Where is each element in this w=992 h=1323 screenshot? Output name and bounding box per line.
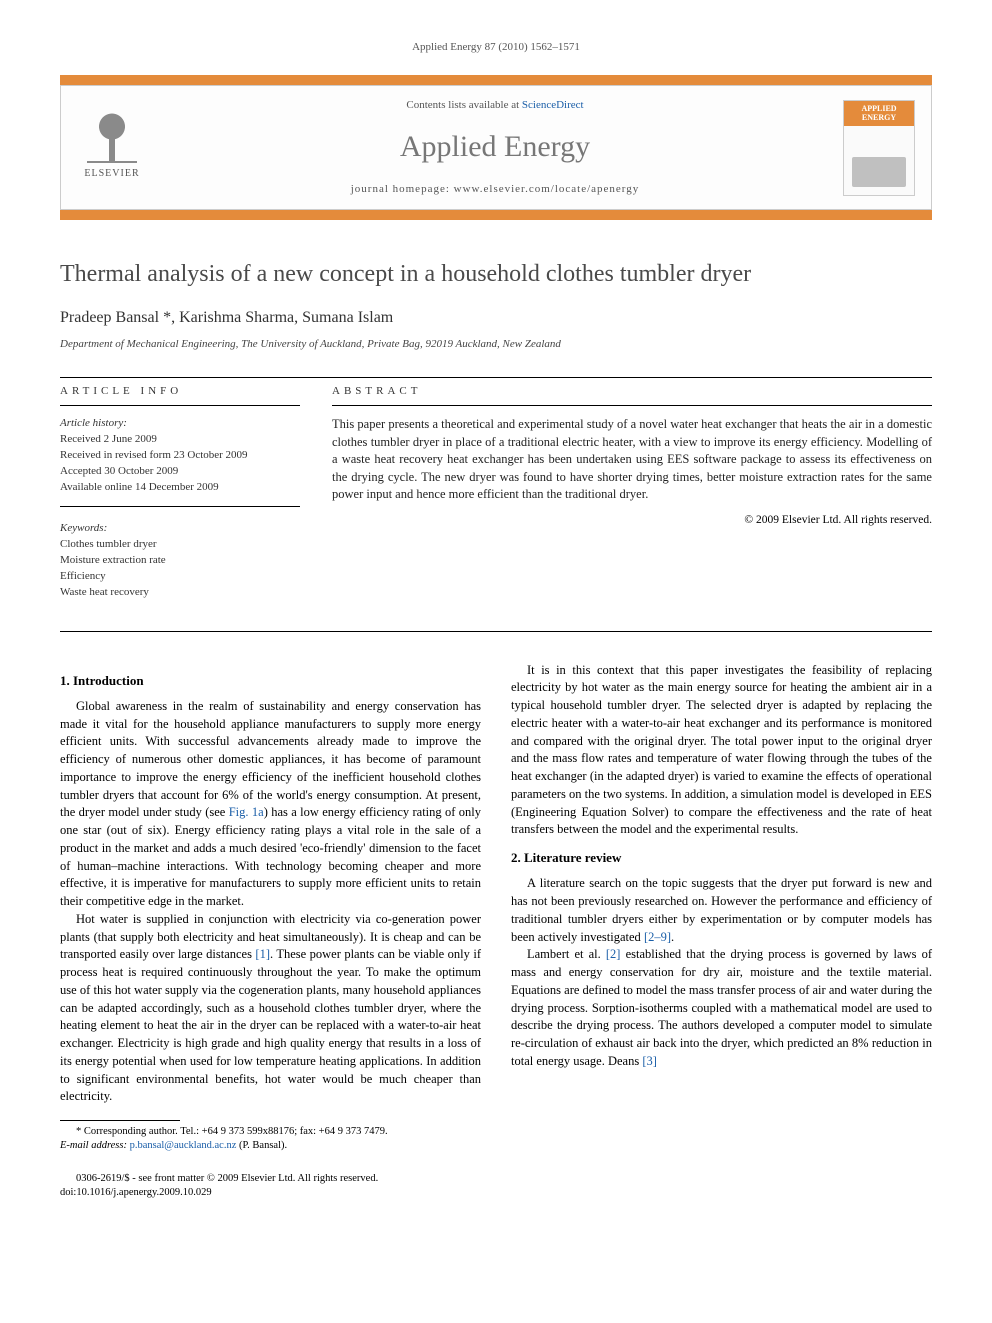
cover-label-1: APPLIED bbox=[861, 104, 896, 113]
keyword: Waste heat recovery bbox=[60, 586, 149, 598]
citation-link[interactable]: [3] bbox=[642, 1054, 657, 1068]
footnote-separator bbox=[60, 1120, 180, 1121]
journal-homepage: journal homepage: www.elsevier.com/locat… bbox=[167, 182, 823, 197]
article-history: Article history: Received 2 June 2009 Re… bbox=[60, 416, 300, 496]
cover-label-2: ENERGY bbox=[862, 113, 896, 122]
divider bbox=[60, 405, 300, 406]
text-run: Global awareness in the realm of sustain… bbox=[60, 699, 481, 820]
accent-bar-bottom bbox=[60, 210, 932, 220]
revised-date: Received in revised form 23 October 2009 bbox=[60, 449, 248, 461]
corresponding-author-footnote: * Corresponding author. Tel.: +64 9 373 … bbox=[60, 1125, 481, 1153]
abstract-column: ABSTRACT This paper presents a theoretic… bbox=[332, 384, 932, 601]
doi-text: doi:10.1016/j.apenergy.2009.10.029 bbox=[60, 1187, 212, 1198]
abstract-copyright: © 2009 Elsevier Ltd. All rights reserved… bbox=[332, 512, 932, 528]
citation-link[interactable]: [1] bbox=[255, 947, 270, 961]
text-run: A literature search on the topic suggest… bbox=[511, 876, 932, 943]
text-run: Lambert et al. bbox=[527, 947, 606, 961]
body-paragraph: A literature search on the topic suggest… bbox=[511, 875, 932, 946]
abstract-heading: ABSTRACT bbox=[332, 384, 932, 399]
abstract-text: This paper presents a theoretical and ex… bbox=[332, 416, 932, 504]
elsevier-logo: ELSEVIER bbox=[77, 108, 147, 188]
front-matter-line: 0306-2619/$ - see front matter © 2009 El… bbox=[60, 1172, 481, 1200]
journal-header: ELSEVIER Contents lists available at Sci… bbox=[60, 85, 932, 210]
journal-cover-thumb: APPLIED ENERGY bbox=[843, 100, 915, 196]
keywords-label: Keywords: bbox=[60, 522, 107, 534]
cover-label: APPLIED ENERGY bbox=[844, 101, 914, 127]
homepage-url: www.elsevier.com/locate/apenergy bbox=[454, 183, 640, 195]
keyword: Clothes tumbler dryer bbox=[60, 538, 157, 550]
citation-link[interactable]: [2] bbox=[606, 947, 621, 961]
keyword: Moisture extraction rate bbox=[60, 554, 166, 566]
accepted-date: Accepted 30 October 2009 bbox=[60, 465, 178, 477]
divider bbox=[60, 631, 932, 632]
article-title: Thermal analysis of a new concept in a h… bbox=[60, 260, 932, 289]
header-center: Contents lists available at ScienceDirec… bbox=[167, 98, 823, 197]
accent-bar-top bbox=[60, 75, 932, 85]
affiliation: Department of Mechanical Engineering, Th… bbox=[60, 337, 932, 352]
text-run: (P. Bansal). bbox=[236, 1140, 287, 1151]
section-heading-intro: 1. Introduction bbox=[60, 672, 481, 690]
running-head: Applied Energy 87 (2010) 1562–1571 bbox=[60, 40, 932, 55]
keywords-block: Keywords: Clothes tumbler dryer Moisture… bbox=[60, 521, 300, 601]
text-run: . bbox=[671, 930, 674, 944]
cover-image-icon bbox=[844, 126, 914, 194]
article-info-column: ARTICLE INFO Article history: Received 2… bbox=[60, 384, 300, 601]
footnote-text: * Corresponding author. Tel.: +64 9 373 … bbox=[76, 1126, 388, 1137]
divider bbox=[60, 506, 300, 507]
journal-name: Applied Energy bbox=[167, 126, 823, 168]
divider bbox=[60, 377, 932, 378]
contents-pre: Contents lists available at bbox=[406, 99, 521, 111]
sciencedirect-link[interactable]: ScienceDirect bbox=[522, 99, 584, 111]
received-date: Received 2 June 2009 bbox=[60, 433, 157, 445]
body-paragraph: It is in this context that this paper in… bbox=[511, 662, 932, 840]
citation-link[interactable]: [2–9] bbox=[644, 930, 671, 944]
author-list: Pradeep Bansal *, Karishma Sharma, Suman… bbox=[60, 307, 932, 329]
body-paragraph: Hot water is supplied in conjunction wit… bbox=[60, 911, 481, 1106]
text-run: ) has a low energy efficiency rating of … bbox=[60, 805, 481, 908]
elsevier-tree-icon bbox=[87, 108, 137, 163]
contents-available-line: Contents lists available at ScienceDirec… bbox=[167, 98, 823, 113]
info-abstract-row: ARTICLE INFO Article history: Received 2… bbox=[60, 384, 932, 601]
keyword: Efficiency bbox=[60, 570, 106, 582]
online-date: Available online 14 December 2009 bbox=[60, 481, 219, 493]
body-paragraph: Global awareness in the realm of sustain… bbox=[60, 698, 481, 911]
homepage-pre: journal homepage: bbox=[351, 183, 454, 195]
elsevier-label: ELSEVIER bbox=[84, 167, 139, 181]
email-label: E-mail address: bbox=[60, 1140, 130, 1151]
email-link[interactable]: p.bansal@auckland.ac.nz bbox=[130, 1140, 237, 1151]
divider bbox=[332, 405, 932, 406]
text-run: established that the drying process is g… bbox=[511, 947, 932, 1068]
body-two-column: 1. Introduction Global awareness in the … bbox=[60, 662, 932, 1200]
text-run: . These power plants can be viable only … bbox=[60, 947, 481, 1103]
figure-ref-link[interactable]: Fig. 1a bbox=[229, 805, 264, 819]
history-label: Article history: bbox=[60, 417, 127, 429]
article-info-heading: ARTICLE INFO bbox=[60, 384, 300, 399]
front-matter-text: 0306-2619/$ - see front matter © 2009 El… bbox=[76, 1173, 378, 1184]
body-paragraph: Lambert et al. [2] established that the … bbox=[511, 946, 932, 1070]
section-heading-litreview: 2. Literature review bbox=[511, 849, 932, 867]
